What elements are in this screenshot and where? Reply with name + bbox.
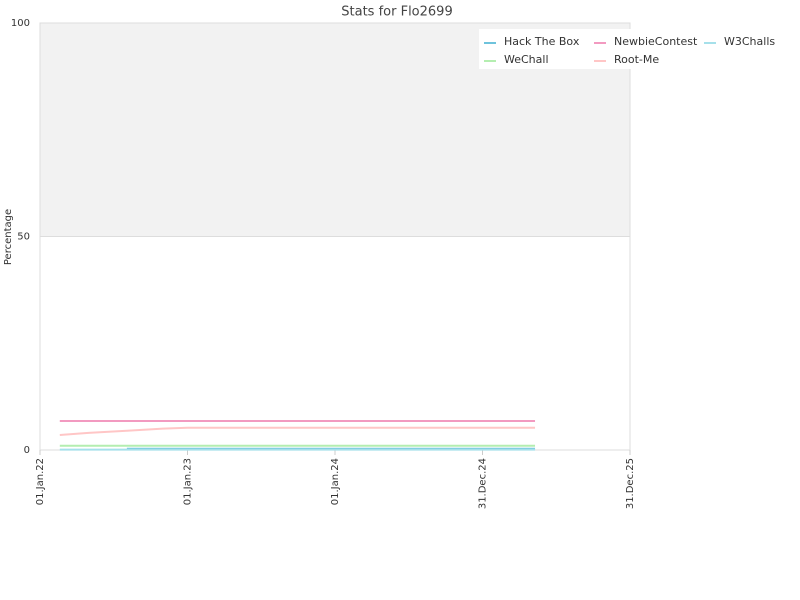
y-tick-label: 50	[17, 232, 30, 243]
legend-label: Hack The Box	[504, 35, 580, 48]
x-tick-label: 01.Jan.23	[183, 458, 194, 505]
series-line	[59, 426, 536, 437]
x-tick-label: 01.Jan.22	[35, 458, 46, 505]
y-tick-label: 100	[11, 18, 30, 29]
legend-label: WeChall	[504, 53, 549, 66]
y-axis-label: Percentage	[3, 209, 14, 265]
x-tick-label: 01.Jan.24	[330, 458, 341, 505]
legend-box	[479, 29, 779, 69]
x-tick-label: 31.Dec.24	[478, 458, 489, 509]
y-tick-label: 0	[24, 445, 30, 456]
legend-label: W3Challs	[724, 35, 775, 48]
legend-label: Root-Me	[614, 53, 659, 66]
x-tick-label: 31.Dec.25	[625, 458, 636, 509]
legend-label: NewbieContest	[614, 35, 698, 48]
chart-title: Stats for Flo2699	[341, 5, 452, 20]
